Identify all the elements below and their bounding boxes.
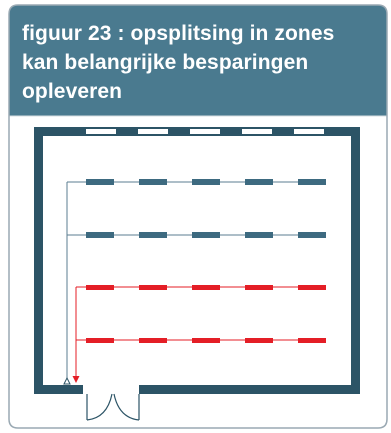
luminaire [86, 232, 114, 238]
luminaire [86, 179, 114, 185]
luminaire [298, 232, 326, 238]
zone-a-wiring [63, 181, 300, 385]
luminaire [86, 338, 114, 343]
frame-border [8, 4, 388, 429]
header-background [9, 5, 387, 116]
luminaire [298, 179, 326, 185]
luminaire [86, 285, 114, 290]
wall-bottom-right [139, 385, 360, 394]
luminaire [245, 179, 273, 185]
room-walls [34, 127, 360, 394]
luminaire [298, 285, 326, 290]
luminaire [245, 232, 273, 238]
caption-line-2: kan belangrijke besparingen [22, 51, 309, 74]
luminaire [245, 338, 273, 343]
window [242, 129, 272, 134]
zone-a-switch-marker [63, 376, 71, 385]
zone-a-luminaires [86, 179, 326, 238]
caption-line-1: figuur 23 : opsplitsing in zones [22, 22, 335, 45]
window [294, 129, 324, 134]
luminaire [192, 179, 220, 185]
luminaire [192, 338, 220, 343]
luminaire [139, 338, 167, 343]
figure-caption: figuur 23 : opsplitsing in zones kan bel… [9, 5, 387, 117]
door-swing-left [86, 393, 113, 421]
luminaire [139, 285, 167, 290]
caption-line-3: opleveren [22, 80, 123, 103]
windows [86, 129, 324, 134]
luminaire [139, 179, 167, 185]
double-door [86, 393, 140, 421]
window [86, 129, 116, 134]
zone-b-wiring [75, 286, 300, 377]
wall-left [34, 127, 43, 394]
luminaire [139, 232, 167, 238]
luminaire [245, 285, 273, 290]
wall-right [351, 127, 360, 394]
luminaire [192, 232, 220, 238]
window [190, 129, 220, 134]
zone-b-arrow-head [72, 376, 80, 383]
door-swing-right [113, 393, 140, 421]
zone-b-luminaires [86, 285, 326, 343]
window [138, 129, 168, 134]
luminaire [192, 285, 220, 290]
luminaire [298, 338, 326, 343]
wall-bottom-left [34, 385, 83, 394]
